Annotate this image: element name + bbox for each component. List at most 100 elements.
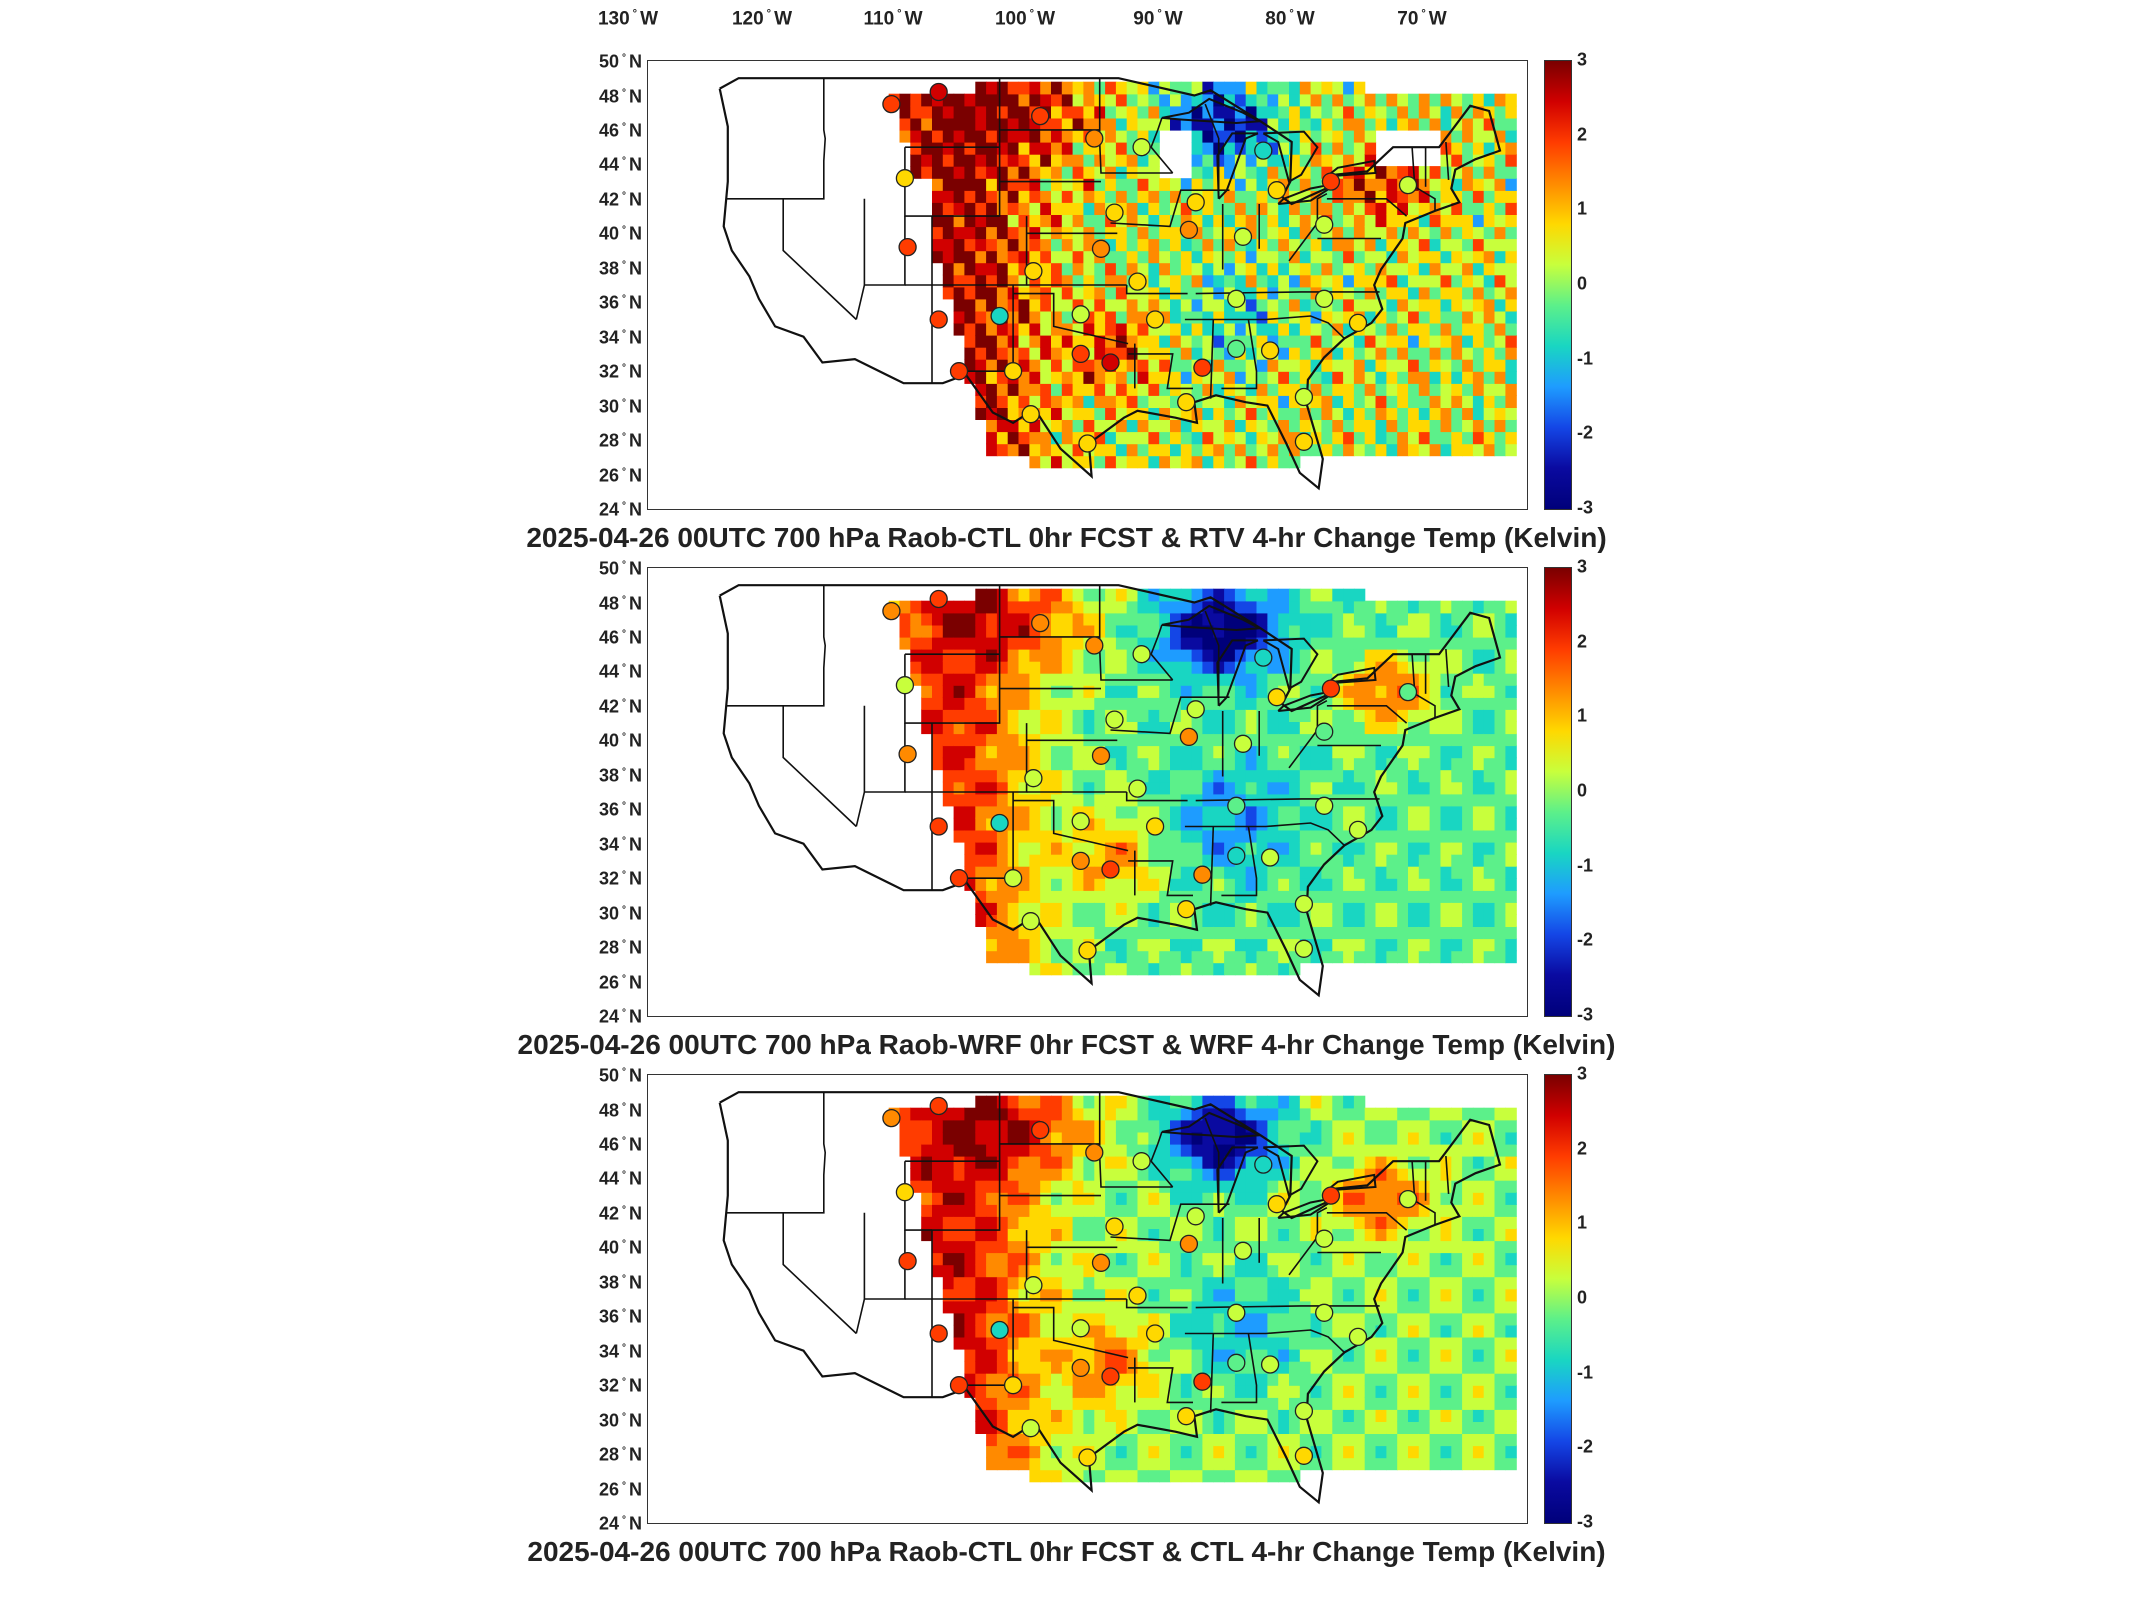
raob-station-marker[interactable] bbox=[882, 1108, 901, 1128]
raob-station-marker[interactable] bbox=[949, 1376, 969, 1395]
raob-station-marker[interactable] bbox=[1128, 779, 1147, 798]
raob-station-marker[interactable] bbox=[1398, 682, 1418, 702]
raob-station-marker[interactable] bbox=[1348, 313, 1368, 333]
raob-station-marker[interactable] bbox=[1101, 860, 1120, 879]
raob-station-marker[interactable] bbox=[898, 1251, 917, 1271]
raob-station-marker[interactable] bbox=[1254, 648, 1273, 667]
raob-station-marker[interactable] bbox=[1294, 387, 1314, 407]
raob-station-marker[interactable] bbox=[929, 1096, 948, 1116]
raob-station-marker[interactable] bbox=[1031, 106, 1050, 126]
raob-station-marker[interactable] bbox=[1021, 405, 1040, 424]
raob-station-marker[interactable] bbox=[1294, 939, 1314, 958]
raob-station-marker[interactable] bbox=[882, 94, 901, 114]
raob-station-marker[interactable] bbox=[1024, 1276, 1043, 1295]
raob-station-marker[interactable] bbox=[1021, 912, 1040, 931]
raob-station-marker[interactable] bbox=[1227, 339, 1246, 358]
raob-station-marker[interactable] bbox=[1078, 1448, 1097, 1467]
raob-station-marker[interactable] bbox=[1177, 393, 1196, 412]
raob-station-marker[interactable] bbox=[1398, 1189, 1418, 1209]
raob-station-marker[interactable] bbox=[1091, 239, 1111, 258]
raob-station-marker[interactable] bbox=[1128, 272, 1147, 291]
raob-station-marker[interactable] bbox=[1193, 865, 1212, 884]
raob-station-marker[interactable] bbox=[895, 676, 915, 695]
raob-station-marker[interactable] bbox=[929, 310, 948, 329]
raob-station-marker[interactable] bbox=[1260, 341, 1280, 360]
raob-station-marker[interactable] bbox=[1128, 1286, 1147, 1305]
raob-station-marker[interactable] bbox=[1071, 344, 1090, 364]
raob-station-marker[interactable] bbox=[1294, 1446, 1314, 1465]
raob-station-marker[interactable] bbox=[929, 82, 948, 102]
raob-station-marker[interactable] bbox=[1186, 193, 1205, 212]
raob-station-marker[interactable] bbox=[1021, 1419, 1040, 1438]
raob-station-marker[interactable] bbox=[949, 869, 969, 888]
raob-station-marker[interactable] bbox=[898, 744, 917, 764]
raob-station-marker[interactable] bbox=[1132, 645, 1151, 664]
raob-station-marker[interactable] bbox=[1348, 1327, 1368, 1347]
raob-station-marker[interactable] bbox=[990, 1320, 1009, 1340]
raob-station-marker[interactable] bbox=[1260, 1355, 1280, 1374]
raob-station-marker[interactable] bbox=[1031, 613, 1050, 633]
raob-station-marker[interactable] bbox=[929, 817, 948, 836]
raob-station-marker[interactable] bbox=[1294, 894, 1314, 914]
raob-station-marker[interactable] bbox=[1101, 1367, 1120, 1386]
raob-station-marker[interactable] bbox=[1254, 141, 1273, 160]
raob-station-marker[interactable] bbox=[1071, 812, 1090, 831]
raob-station-marker[interactable] bbox=[882, 601, 901, 621]
raob-station-marker[interactable] bbox=[1321, 172, 1341, 191]
raob-station-marker[interactable] bbox=[1315, 1229, 1334, 1248]
temperature-change-map[interactable] bbox=[647, 1074, 1528, 1524]
raob-station-marker[interactable] bbox=[929, 1324, 948, 1343]
raob-station-marker[interactable] bbox=[1031, 1120, 1050, 1140]
raob-station-marker[interactable] bbox=[1003, 1376, 1023, 1395]
raob-station-marker[interactable] bbox=[1071, 1319, 1090, 1338]
raob-station-marker[interactable] bbox=[1186, 1207, 1205, 1226]
raob-station-marker[interactable] bbox=[1315, 289, 1334, 308]
raob-station-marker[interactable] bbox=[1177, 900, 1196, 919]
raob-station-marker[interactable] bbox=[1233, 734, 1253, 753]
raob-station-marker[interactable] bbox=[1267, 181, 1286, 200]
raob-station-marker[interactable] bbox=[1186, 700, 1205, 719]
raob-station-marker[interactable] bbox=[1132, 138, 1151, 157]
raob-station-marker[interactable] bbox=[1348, 820, 1368, 840]
raob-station-marker[interactable] bbox=[1024, 262, 1043, 281]
raob-station-marker[interactable] bbox=[1091, 746, 1111, 765]
raob-station-marker[interactable] bbox=[1003, 362, 1023, 381]
raob-station-marker[interactable] bbox=[1294, 432, 1314, 451]
raob-station-marker[interactable] bbox=[1267, 1195, 1286, 1214]
raob-station-marker[interactable] bbox=[1315, 215, 1334, 234]
raob-station-marker[interactable] bbox=[1132, 1152, 1151, 1171]
raob-station-marker[interactable] bbox=[1233, 227, 1253, 246]
raob-station-marker[interactable] bbox=[1227, 289, 1246, 308]
temperature-change-map[interactable] bbox=[647, 567, 1528, 1017]
raob-station-marker[interactable] bbox=[1177, 1407, 1196, 1426]
raob-station-marker[interactable] bbox=[1145, 310, 1165, 329]
raob-station-marker[interactable] bbox=[1233, 1241, 1253, 1260]
raob-station-marker[interactable] bbox=[1179, 220, 1199, 240]
raob-station-marker[interactable] bbox=[929, 589, 948, 609]
raob-station-marker[interactable] bbox=[1179, 727, 1199, 747]
raob-station-marker[interactable] bbox=[898, 237, 917, 257]
raob-station-marker[interactable] bbox=[1101, 353, 1120, 372]
raob-station-marker[interactable] bbox=[1193, 358, 1212, 377]
raob-station-marker[interactable] bbox=[1315, 1303, 1334, 1322]
raob-station-marker[interactable] bbox=[1294, 1401, 1314, 1421]
raob-station-marker[interactable] bbox=[990, 813, 1009, 833]
raob-station-marker[interactable] bbox=[1078, 434, 1097, 453]
raob-station-marker[interactable] bbox=[1024, 769, 1043, 788]
raob-station-marker[interactable] bbox=[1260, 848, 1280, 867]
raob-station-marker[interactable] bbox=[1227, 846, 1246, 865]
raob-station-marker[interactable] bbox=[1321, 679, 1341, 698]
raob-station-marker[interactable] bbox=[990, 306, 1009, 326]
raob-station-marker[interactable] bbox=[1105, 1217, 1124, 1236]
raob-station-marker[interactable] bbox=[1078, 941, 1097, 960]
temperature-change-map[interactable] bbox=[647, 60, 1528, 510]
raob-station-marker[interactable] bbox=[1398, 175, 1418, 195]
raob-station-marker[interactable] bbox=[1267, 688, 1286, 707]
raob-station-marker[interactable] bbox=[1315, 722, 1334, 741]
raob-station-marker[interactable] bbox=[1227, 796, 1246, 815]
raob-station-marker[interactable] bbox=[1179, 1234, 1199, 1254]
raob-station-marker[interactable] bbox=[1085, 636, 1104, 655]
raob-station-marker[interactable] bbox=[1315, 796, 1334, 815]
raob-station-marker[interactable] bbox=[1071, 851, 1090, 871]
raob-station-marker[interactable] bbox=[1105, 710, 1124, 729]
